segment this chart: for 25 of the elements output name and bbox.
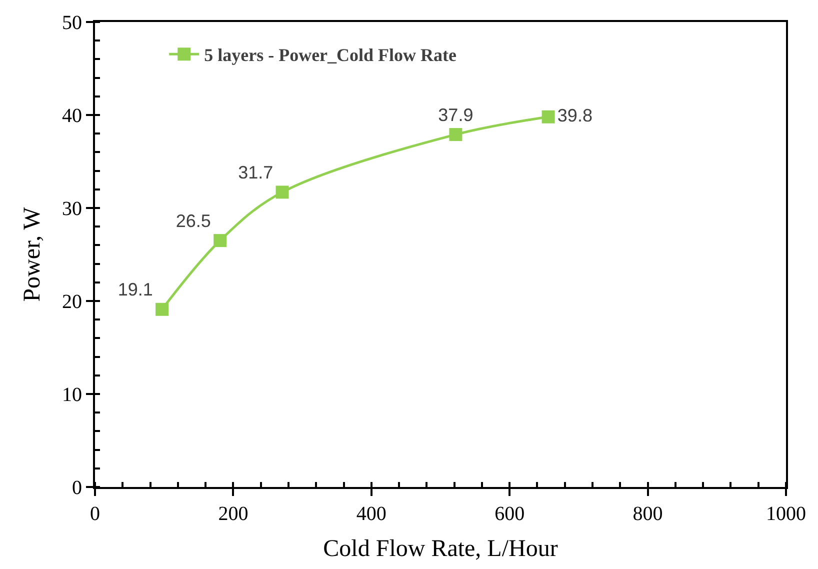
y-tick-label: 10 bbox=[62, 384, 82, 406]
data-label: 19.1 bbox=[118, 280, 153, 300]
point bbox=[276, 186, 289, 199]
x-tick-label: 1000 bbox=[766, 503, 806, 525]
x-axis-title: Cold Flow Rate, L/Hour bbox=[323, 536, 558, 562]
y-tick-label: 40 bbox=[62, 105, 82, 127]
y-tick-label: 50 bbox=[62, 12, 82, 34]
y-tick-label: 30 bbox=[62, 198, 82, 220]
x-tick-label: 200 bbox=[218, 503, 248, 525]
point bbox=[214, 234, 227, 248]
data-label: 39.8 bbox=[557, 105, 592, 126]
data-label: 37.9 bbox=[438, 104, 474, 125]
point bbox=[449, 128, 462, 142]
x-tick-label: 0 bbox=[90, 503, 100, 525]
y-tick-label: 20 bbox=[62, 291, 82, 313]
x-tick-label: 600 bbox=[494, 503, 525, 525]
x-tick-label: 400 bbox=[356, 503, 386, 525]
data-label: 26.5 bbox=[176, 210, 211, 231]
x-tick-label: 800 bbox=[632, 503, 663, 525]
point bbox=[156, 302, 169, 316]
y-axis-title: Power, W bbox=[20, 206, 46, 302]
point bbox=[542, 110, 555, 124]
y-tick-label: 0 bbox=[72, 477, 82, 499]
legend-label: 5 layers - Power_Cold Flow Rate bbox=[204, 45, 457, 66]
data-label: 31.7 bbox=[238, 162, 274, 183]
